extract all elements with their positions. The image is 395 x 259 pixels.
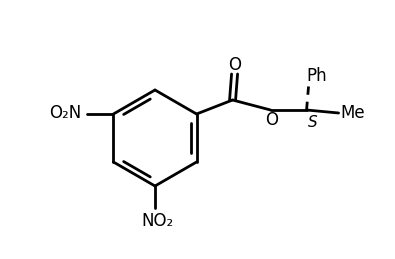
Text: O: O bbox=[265, 111, 278, 129]
Text: O₂N: O₂N bbox=[49, 104, 81, 122]
Text: NO₂: NO₂ bbox=[141, 212, 173, 230]
Text: Ph: Ph bbox=[306, 67, 327, 85]
Text: S: S bbox=[308, 114, 317, 130]
Text: Me: Me bbox=[340, 104, 365, 122]
Text: O: O bbox=[228, 56, 241, 74]
